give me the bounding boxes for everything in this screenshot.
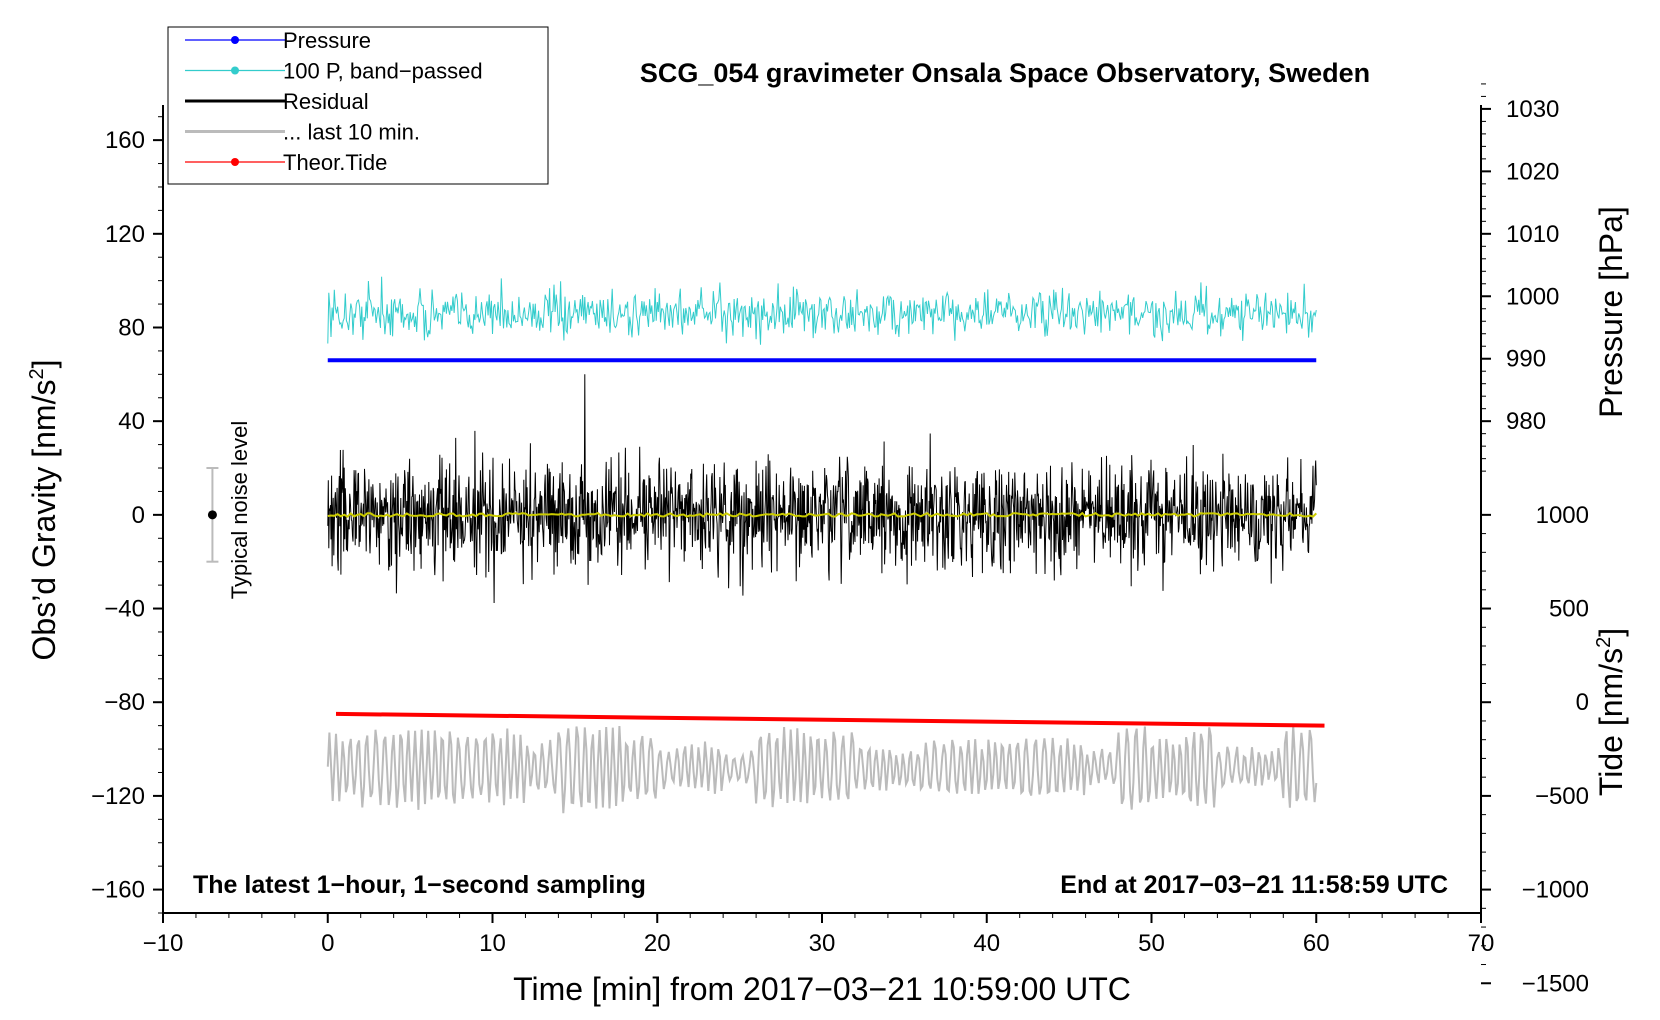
tide-axis-title: Tide [nm/s2] <box>1593 628 1629 796</box>
noise-bar <box>206 467 219 563</box>
y-axis-ticks: −160 −120 −80 −40 0 40 80 120 160 <box>91 116 163 914</box>
x-tick-label: 50 <box>1138 930 1165 957</box>
legend-marker <box>231 66 239 75</box>
x-tick-label: −10 <box>143 930 184 957</box>
y-axis-title-main: Obs’d Gravity [nm/s <box>26 380 62 661</box>
y-tick-label: 120 <box>105 221 145 248</box>
y-axis-title-sup: 2 <box>26 368 48 379</box>
pressure-tick-label: 990 <box>1506 346 1546 373</box>
series-layer <box>326 276 1325 814</box>
tide-tick-label: −1000 <box>1522 877 1589 904</box>
legend-box <box>167 26 549 185</box>
tide-tick-label: −500 <box>1535 783 1589 810</box>
pressure-tick-label: 1000 <box>1506 283 1559 310</box>
y-tick-label: −160 <box>91 877 145 904</box>
pressure-axis-ticks: 980 990 1000 1010 1020 1030 <box>1481 83 1559 472</box>
tide-axis-title-close: ] <box>1593 628 1629 637</box>
y-tick-label: −80 <box>104 689 145 716</box>
y-tick-label: −120 <box>91 783 145 810</box>
tide-axis-title-sup: 2 <box>1593 637 1615 648</box>
legend-marker <box>231 36 239 44</box>
tide-axis-ticks: −1500 −1000 −500 0 500 1000 <box>1481 502 1589 997</box>
y-tick-label: 80 <box>118 314 145 341</box>
tide-tick-label: −1500 <box>1522 970 1589 997</box>
legend-label: Residual <box>283 89 369 114</box>
pressure-tick-label: 1020 <box>1506 158 1559 185</box>
legend-marker <box>231 158 239 166</box>
legend-label: Pressure <box>283 28 371 53</box>
y-tick-label: 0 <box>132 502 145 529</box>
y-axis-title: Obs’d Gravity [nm/s2] <box>26 360 62 661</box>
tide-tick-label: 0 <box>1576 689 1589 716</box>
x-tick-label: 40 <box>973 930 1000 957</box>
tide-tick-label: 1000 <box>1536 502 1589 529</box>
legend-label: 100 P, band−passed <box>283 59 483 84</box>
y-tick-label: 160 <box>105 127 145 154</box>
legend-label: ... last 10 min. <box>283 120 420 145</box>
x-tick-label: 0 <box>321 930 334 957</box>
x-tick-label: 30 <box>809 930 836 957</box>
series-smoothed-residual <box>327 511 1317 518</box>
y-tick-label: −40 <box>104 596 145 623</box>
chart-title: SCG_054 gravimeter Onsala Space Observat… <box>640 58 1370 88</box>
x-tick-label: 70 <box>1468 930 1495 957</box>
pressure-tick-label: 980 <box>1506 408 1546 435</box>
pressure-tick-label: 1010 <box>1506 221 1559 248</box>
noise-bar-marker <box>207 510 217 520</box>
series-last-10-min <box>326 725 1318 814</box>
legend-label: Theor.Tide <box>283 150 387 175</box>
x-tick-label: 60 <box>1303 930 1330 957</box>
legend: Pressure 100 P, band−passed Residual ... la… <box>167 26 549 185</box>
x-axis-ticks: −10 0 10 20 30 40 50 60 70 <box>143 913 1495 957</box>
noise-label: Typical noise level <box>227 421 252 600</box>
tide-axis-title-main: Tide [nm/s <box>1593 648 1629 796</box>
series-band-passed-pressure <box>327 276 1317 345</box>
y-axis-title-close: ] <box>26 360 62 369</box>
annotation-bottom-right: End at 2017−03−21 11:58:59 UTC <box>1060 871 1448 899</box>
pressure-tick-label: 1030 <box>1506 96 1559 123</box>
pressure-axis-title: Pressure [hPa] <box>1593 206 1629 418</box>
annotation-bottom-left: The latest 1−hour, 1−second sampling <box>193 871 646 899</box>
x-axis-title: Time [min] from 2017−03−21 10:59:00 UTC <box>513 971 1131 1007</box>
x-tick-label: 20 <box>644 930 671 957</box>
series-residual <box>327 374 1317 604</box>
y-tick-label: 40 <box>118 408 145 435</box>
series-theoretical-tide <box>335 711 1325 728</box>
x-tick-label: 10 <box>479 930 506 957</box>
tide-tick-label: 500 <box>1549 596 1589 623</box>
